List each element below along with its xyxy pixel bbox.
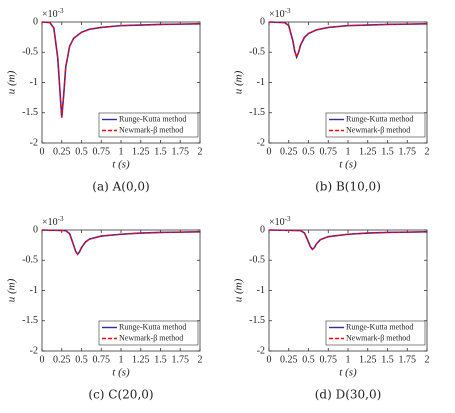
- legend-label: Runge-Kutta method: [346, 114, 413, 123]
- x-tick-label: 1.25: [359, 354, 377, 365]
- y-multiplier-exponent: -3: [285, 215, 291, 223]
- legend-box: [98, 320, 199, 346]
- y-tick-label: 0: [260, 16, 265, 27]
- y-multiplier-base: ×10: [42, 217, 58, 228]
- x-tick-label: 0.5: [75, 354, 88, 365]
- x-tick-label: 2: [425, 146, 430, 157]
- y-tick-label: -0.5: [22, 255, 38, 266]
- x-tick-label: 0.75: [93, 354, 111, 365]
- legend-label: Newmark-β method: [119, 333, 183, 342]
- y-tick-label: -2: [257, 345, 265, 356]
- y-tick-label: -2: [30, 345, 38, 356]
- caption: (d) D(30,0): [315, 388, 382, 402]
- y-tick-label: -1.5: [22, 107, 38, 118]
- y-multiplier-exponent: -3: [58, 215, 64, 223]
- x-tick-label: 1.5: [381, 146, 394, 157]
- x-tick-label: 1.5: [154, 146, 167, 157]
- x-tick-label: 0: [267, 146, 272, 157]
- y-multiplier: ×10-3: [269, 7, 291, 21]
- data-line: [41, 229, 201, 256]
- x-tick-label: 0.25: [280, 354, 298, 365]
- y-tick-label: -1.5: [249, 315, 265, 326]
- y-multiplier-base: ×10: [269, 217, 285, 228]
- y-multiplier-exponent: -3: [285, 7, 291, 15]
- data-line: [268, 21, 428, 59]
- x-tick-label: 2: [425, 354, 430, 365]
- caption: (a) A(0,0): [92, 180, 149, 194]
- y-tick-label: -0.5: [22, 47, 38, 58]
- caption: (c) C(20,0): [88, 388, 153, 402]
- x-tick-label: 1: [346, 354, 351, 365]
- x-tick-label: 1.75: [172, 146, 190, 157]
- y-axis-label: u (m): [6, 278, 18, 302]
- x-tick-label: 1: [119, 146, 124, 157]
- y-tick-label: -1: [30, 285, 38, 296]
- x-tick-label: 0.5: [302, 354, 315, 365]
- y-axis-label: u (m): [233, 278, 245, 302]
- x-tick-label: 1.75: [172, 354, 190, 365]
- y-multiplier: ×10-3: [269, 215, 291, 229]
- x-tick-label: 1: [346, 146, 351, 157]
- y-tick-label: -1: [257, 285, 265, 296]
- x-tick-label: 0: [267, 354, 272, 365]
- y-tick-label: 0: [260, 224, 265, 235]
- y-axis-label: u (m): [6, 70, 18, 94]
- legend-label: Newmark-β method: [346, 333, 410, 342]
- y-multiplier: ×10-3: [42, 215, 64, 229]
- x-tick-label: 1.75: [399, 146, 417, 157]
- x-tick-label: 0.5: [302, 146, 315, 157]
- x-tick-label: 1.5: [154, 354, 167, 365]
- y-tick-label: -1: [30, 77, 38, 88]
- y-tick-label: 0: [33, 224, 38, 235]
- x-axis-label: t (s): [339, 367, 357, 379]
- x-tick-label: 0.5: [75, 146, 88, 157]
- legend-label: Runge-Kutta method: [119, 322, 186, 331]
- x-tick-label: 0: [40, 354, 45, 365]
- x-axis-label: t (s): [112, 159, 130, 171]
- y-tick-label: -2: [257, 137, 265, 148]
- x-tick-label: 1.25: [132, 354, 150, 365]
- x-tick-label: 1: [119, 354, 124, 365]
- y-tick-label: 0: [33, 16, 38, 27]
- y-multiplier: ×10-3: [42, 7, 64, 21]
- legend-label: Runge-Kutta method: [346, 322, 413, 331]
- x-tick-label: 2: [198, 354, 203, 365]
- y-tick-label: -2: [30, 137, 38, 148]
- legend-label: Newmark-β method: [346, 125, 410, 134]
- x-tick-label: 0.75: [93, 146, 111, 157]
- y-tick-label: -1.5: [249, 107, 265, 118]
- legend-label: Runge-Kutta method: [119, 114, 186, 123]
- x-axis-label: t (s): [339, 159, 357, 171]
- x-tick-label: 0.25: [53, 354, 71, 365]
- x-tick-label: 0.75: [320, 146, 338, 157]
- legend-box: [325, 320, 426, 346]
- x-tick-label: 1.75: [399, 354, 417, 365]
- x-tick-label: 2: [198, 146, 203, 157]
- x-tick-label: 1.25: [132, 146, 150, 157]
- x-tick-label: 0.25: [280, 146, 298, 157]
- legend-box: [98, 112, 199, 138]
- y-multiplier-exponent: -3: [58, 7, 64, 15]
- y-multiplier-base: ×10: [269, 9, 285, 20]
- x-tick-label: 1.5: [381, 354, 394, 365]
- y-tick-label: -1: [257, 77, 265, 88]
- y-multiplier-base: ×10: [42, 9, 58, 20]
- x-axis-label: t (s): [112, 367, 130, 379]
- legend-box: [325, 112, 426, 138]
- x-tick-label: 0: [40, 146, 45, 157]
- data-line: [268, 229, 428, 251]
- y-tick-label: -1.5: [22, 315, 38, 326]
- caption: (b) B(10,0): [315, 180, 381, 194]
- y-tick-label: -0.5: [249, 47, 265, 58]
- y-axis-label: u (m): [233, 70, 245, 94]
- y-tick-label: -0.5: [249, 255, 265, 266]
- data-line: [41, 21, 201, 118]
- legend-label: Newmark-β method: [119, 125, 183, 134]
- x-tick-label: 0.75: [320, 354, 338, 365]
- x-tick-label: 1.25: [359, 146, 377, 157]
- x-tick-label: 0.25: [53, 146, 71, 157]
